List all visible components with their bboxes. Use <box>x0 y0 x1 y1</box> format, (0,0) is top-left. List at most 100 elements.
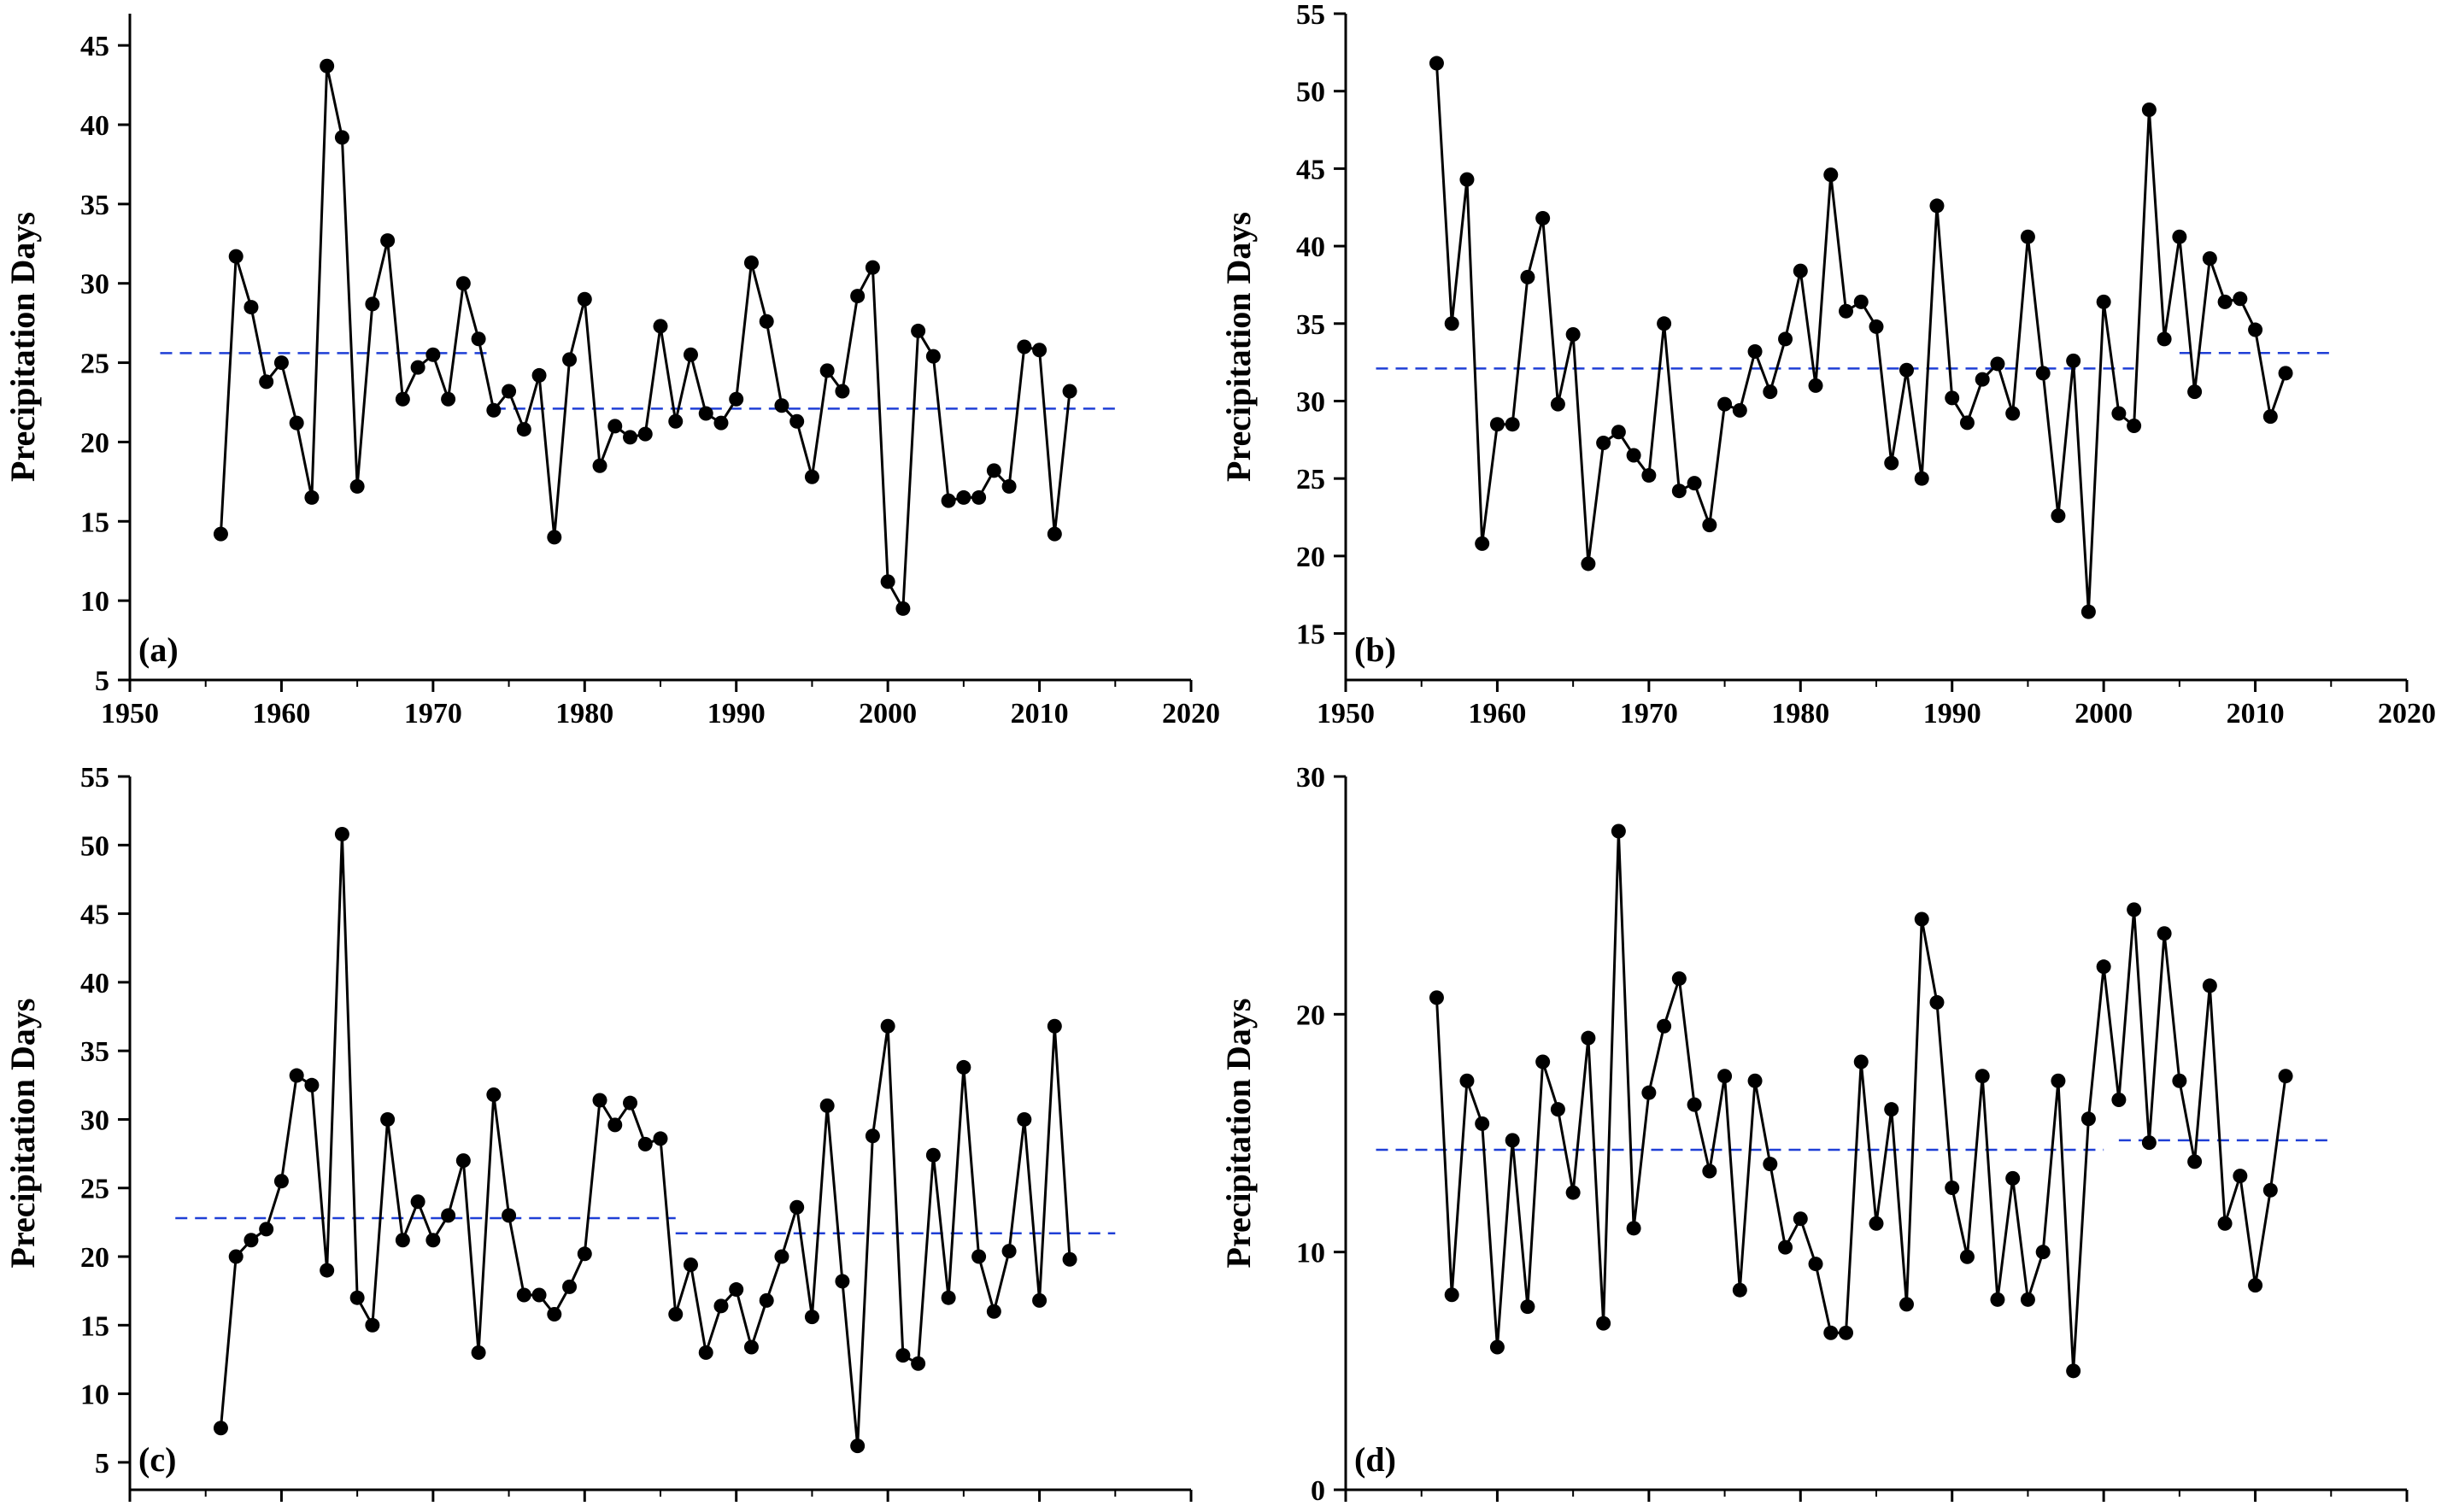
x-tick-label: 1970 <box>1620 1508 1678 1512</box>
data-point <box>471 331 486 347</box>
data-point <box>1793 1211 1808 1227</box>
y-tick-label: 50 <box>1296 77 1325 108</box>
data-point <box>2127 902 2142 917</box>
x-tick-label: 1980 <box>1771 1508 1829 1512</box>
data-point <box>2080 604 2096 619</box>
data-point <box>1808 378 1823 393</box>
data-point <box>895 1348 911 1363</box>
y-tick-label: 35 <box>1296 309 1325 341</box>
y-tick-label: 5 <box>95 1448 109 1480</box>
data-point <box>2141 1135 2157 1151</box>
data-point <box>577 1246 592 1262</box>
y-tick-label: 20 <box>80 427 109 459</box>
x-tick-label: 1970 <box>404 1508 462 1512</box>
data-point <box>653 319 668 334</box>
panel-label: (d) <box>1354 1440 1396 1479</box>
x-tick-label: 1960 <box>1468 698 1526 730</box>
data-point <box>1596 435 1611 450</box>
data-point <box>213 526 228 542</box>
y-tick-label: 40 <box>80 110 109 142</box>
data-point <box>1611 823 1626 839</box>
data-point <box>1520 269 1535 284</box>
x-tick-label: 1970 <box>404 698 462 730</box>
data-point <box>1778 331 1793 347</box>
data-point <box>2172 1073 2187 1088</box>
data-point <box>1929 994 1945 1010</box>
data-point <box>1550 1102 1565 1117</box>
data-point <box>1429 56 1444 71</box>
data-point <box>455 1153 471 1169</box>
data-point <box>259 374 274 390</box>
data-point <box>516 422 531 437</box>
data-point <box>774 1249 789 1264</box>
data-point <box>2051 508 2066 524</box>
data-point <box>1032 1292 1048 1308</box>
data-point <box>941 1290 956 1305</box>
data-point <box>1001 1244 1017 1259</box>
data-point <box>1884 1102 1899 1117</box>
data-point <box>1489 1339 1505 1355</box>
data-point <box>2172 229 2187 244</box>
x-tick-label: 1950 <box>101 1508 159 1512</box>
data-point <box>1899 362 1914 378</box>
data-point <box>441 391 456 407</box>
y-tick-label: 45 <box>1296 154 1325 185</box>
data-point <box>2020 229 2035 244</box>
y-tick-label: 15 <box>1296 619 1325 651</box>
data-point <box>1839 1325 1854 1340</box>
data-point <box>1535 210 1551 226</box>
data-point <box>2187 1154 2203 1169</box>
data-point <box>1702 1163 1717 1179</box>
data-point <box>547 1306 562 1322</box>
y-tick-label: 35 <box>80 190 109 221</box>
y-tick-label: 30 <box>80 1105 109 1136</box>
data-point <box>637 1136 653 1152</box>
y-tick-label: 20 <box>1296 542 1325 573</box>
data-point <box>1657 1018 1672 1034</box>
y-tick-label: 40 <box>1296 231 1325 263</box>
data-point <box>425 347 441 362</box>
data-point <box>2262 409 2278 425</box>
data-point <box>865 260 880 275</box>
x-tick-label: 2020 <box>2378 698 2436 730</box>
data-point <box>2217 294 2233 309</box>
data-point <box>713 1298 729 1314</box>
data-point <box>486 402 502 418</box>
data-point <box>2248 1278 2263 1293</box>
data-point <box>1884 455 1899 471</box>
y-tick-label: 15 <box>80 1310 109 1342</box>
data-point <box>320 58 335 73</box>
y-tick-label: 20 <box>1296 999 1325 1031</box>
data-point <box>1717 1069 1733 1084</box>
data-point <box>2020 1292 2035 1307</box>
data-point <box>1853 294 1869 309</box>
data-point <box>547 530 562 545</box>
data-point <box>1429 990 1444 1005</box>
data-point <box>880 1018 895 1034</box>
data-point <box>577 291 592 307</box>
data-point <box>668 413 684 429</box>
data-point <box>349 1290 365 1305</box>
data-point <box>1505 1133 1520 1148</box>
data-point <box>1581 556 1596 571</box>
data-point <box>1763 384 1778 400</box>
data-point <box>2005 1170 2021 1186</box>
data-point <box>1945 390 1960 406</box>
data-point <box>1520 1299 1535 1315</box>
data-point <box>1062 384 1077 399</box>
data-point <box>334 130 349 145</box>
data-point <box>592 1093 607 1108</box>
data-point <box>320 1263 335 1278</box>
data-point <box>2248 322 2263 337</box>
data-point <box>1808 1257 1823 1272</box>
data-point <box>668 1306 684 1322</box>
x-tick-label: 2020 <box>1162 1508 1220 1512</box>
data-point <box>2035 1245 2051 1260</box>
y-tick-label: 25 <box>80 349 109 380</box>
data-point <box>1062 1251 1077 1267</box>
data-point <box>789 1199 805 1215</box>
data-point <box>1899 1297 1914 1312</box>
data-point <box>1444 316 1459 331</box>
data-point <box>349 478 365 494</box>
data-point <box>774 398 789 413</box>
